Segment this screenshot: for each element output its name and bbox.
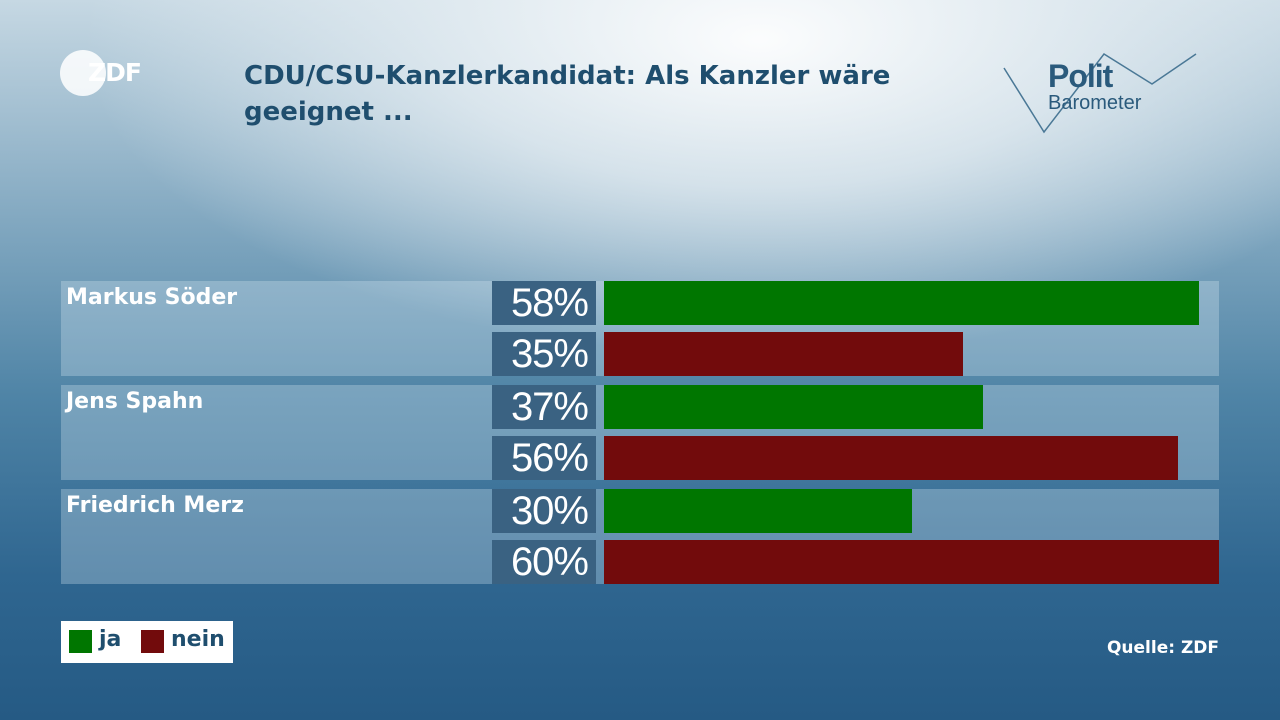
bar-ja bbox=[604, 281, 1199, 325]
bar-ja bbox=[604, 489, 912, 533]
value-label-box: 30% bbox=[492, 489, 596, 533]
politbarometer-logo: Polit Barometer bbox=[1000, 48, 1200, 138]
zdf-logo: ZDF bbox=[60, 50, 150, 96]
bar-nein bbox=[604, 540, 1219, 584]
value-label-box: 35% bbox=[492, 332, 596, 376]
legend-swatch-nein bbox=[141, 630, 164, 653]
politbarometer-zigzag-icon bbox=[1003, 53, 1197, 134]
legend-label-nein: nein bbox=[171, 627, 225, 652]
legend: ja nein bbox=[61, 621, 233, 663]
legend-swatch-ja bbox=[69, 630, 92, 653]
data-label: 35% bbox=[510, 332, 589, 376]
bar-nein bbox=[604, 436, 1178, 480]
category-label: Jens Spahn bbox=[66, 389, 204, 414]
value-label-box: 60% bbox=[492, 540, 596, 584]
data-label: 60% bbox=[510, 540, 589, 584]
data-label: 37% bbox=[510, 385, 589, 429]
source-note: Quelle: ZDF bbox=[1106, 638, 1219, 658]
zdf-logo-circle bbox=[60, 50, 106, 96]
politbarometer-barometer: Barometer bbox=[1048, 92, 1142, 114]
value-label-box: 37% bbox=[492, 385, 596, 429]
data-label: 58% bbox=[510, 281, 589, 325]
politbarometer-polit: Polit bbox=[1048, 58, 1113, 94]
chart-title: CDU/CSU-Kanzlerkandidat: Als Kanzler wär… bbox=[244, 61, 891, 127]
bar-ja bbox=[604, 385, 983, 429]
category-label: Markus Söder bbox=[66, 285, 238, 310]
value-label-box: 56% bbox=[492, 436, 596, 480]
zdf-logo-text: ZDF bbox=[88, 58, 142, 87]
value-label-box: 58% bbox=[492, 281, 596, 325]
legend-label-ja: ja bbox=[99, 627, 122, 652]
bar-nein bbox=[604, 332, 963, 376]
category-label: Friedrich Merz bbox=[66, 493, 244, 518]
data-label: 30% bbox=[510, 489, 589, 533]
data-label: 56% bbox=[510, 436, 589, 480]
